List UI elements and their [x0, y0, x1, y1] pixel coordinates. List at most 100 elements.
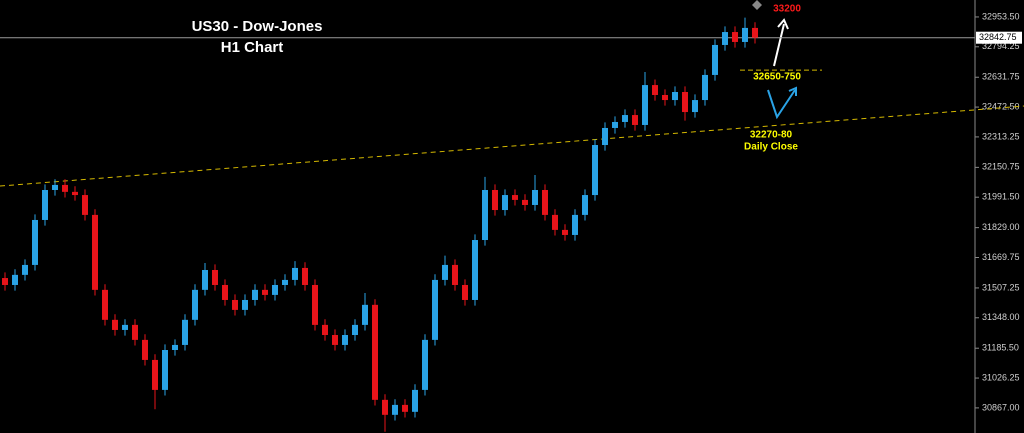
candle-body [402, 404, 408, 412]
annotation: Daily Close [744, 142, 798, 153]
candle-body [732, 32, 738, 42]
y-tick-label: 30867.00 [982, 402, 1020, 412]
candle-body [352, 324, 358, 336]
chart-title: US30 - Dow-Jones [192, 18, 323, 35]
last-price-label: 32842.75 [979, 32, 1017, 42]
candle-body [412, 389, 418, 412]
candle-body [632, 115, 638, 125]
candle-body [302, 267, 308, 285]
candle-body [262, 289, 268, 295]
candle-body [152, 359, 158, 390]
arrow-head [788, 86, 797, 96]
candle-body [752, 27, 758, 38]
candle-body [712, 44, 718, 75]
y-tick-label: 32794.25 [982, 41, 1020, 51]
candle-body [312, 284, 318, 325]
y-tick-label: 31348.00 [982, 312, 1020, 322]
arrow-head [777, 18, 789, 30]
y-tick-label: 31669.75 [982, 252, 1020, 262]
y-tick-label: 32631.75 [982, 72, 1020, 82]
candle-body [242, 299, 248, 310]
candle-body [372, 304, 378, 400]
candle-body [552, 214, 558, 230]
candle-body [452, 264, 458, 285]
y-tick-label: 32313.25 [982, 131, 1020, 141]
candle-body [322, 324, 328, 336]
candle-body [292, 267, 298, 280]
candle-body [582, 195, 588, 215]
candle-body [742, 27, 748, 42]
chart-subtitle: H1 Chart [221, 39, 284, 56]
candle-body [482, 189, 488, 241]
candle-body [232, 299, 238, 310]
candle-body [22, 264, 28, 275]
annotation: 32270-80 [750, 130, 793, 141]
candle-body [682, 91, 688, 113]
candle-body [532, 189, 538, 205]
trendline [0, 105, 1024, 187]
candle-body [362, 304, 368, 325]
candle-body [442, 264, 448, 280]
arrow-up [773, 23, 785, 67]
candle-body [142, 339, 148, 360]
y-tick-label: 31026.25 [982, 372, 1020, 382]
y-tick-label: 31507.25 [982, 282, 1020, 292]
annotation: 32650-750 [753, 72, 801, 83]
y-tick-label: 31829.00 [982, 222, 1020, 232]
candle-body [602, 127, 608, 146]
candle-body [572, 214, 578, 235]
candle-body [432, 279, 438, 340]
candle-body [622, 115, 628, 122]
candle-body [562, 229, 568, 235]
candle-body [592, 145, 598, 196]
candle-body [272, 284, 278, 295]
candle-body [42, 189, 48, 220]
candle-body [342, 335, 348, 345]
candle-body [502, 195, 508, 211]
y-tick-label: 31185.50 [982, 343, 1019, 353]
candle-body [2, 278, 8, 285]
y-tick-label: 32472.50 [982, 101, 1020, 111]
candle-body [162, 349, 168, 390]
candle-body [672, 91, 678, 101]
candle-body [32, 219, 38, 265]
candle-body [82, 195, 88, 215]
candle-body [462, 284, 468, 300]
annotation: 33200 [773, 4, 801, 15]
candle-body [652, 85, 658, 95]
y-tick-label: 32953.50 [982, 11, 1020, 21]
candle-body [702, 74, 708, 101]
candle-body [222, 284, 228, 300]
last-price-box [976, 31, 1022, 44]
candle-body [212, 269, 218, 285]
y-tick-label: 32150.75 [982, 162, 1020, 172]
candle-body [62, 184, 68, 192]
candle-body [392, 404, 398, 415]
candle-body [492, 189, 498, 211]
candle-body [422, 339, 428, 390]
candle-body [332, 335, 338, 345]
bounce-arrow [767, 89, 796, 120]
candle-body [122, 324, 128, 330]
candle-body [382, 399, 388, 415]
marker-icon [752, 0, 762, 10]
candle-body [132, 324, 138, 340]
candle-body [12, 274, 18, 285]
candle-body [662, 94, 668, 101]
candle-body [692, 100, 698, 113]
candle-body [92, 214, 98, 290]
candle-body [192, 289, 198, 320]
candle-body [282, 279, 288, 285]
candle-body [52, 184, 58, 190]
candle-body [182, 319, 188, 345]
candle-body [72, 191, 78, 196]
y-tick-label: 31991.50 [982, 192, 1020, 202]
candle-body [522, 199, 528, 205]
candle-body [172, 344, 178, 350]
candle-body [202, 269, 208, 290]
candle-body [252, 289, 258, 300]
candle-body [472, 240, 478, 300]
candle-body [112, 319, 118, 330]
